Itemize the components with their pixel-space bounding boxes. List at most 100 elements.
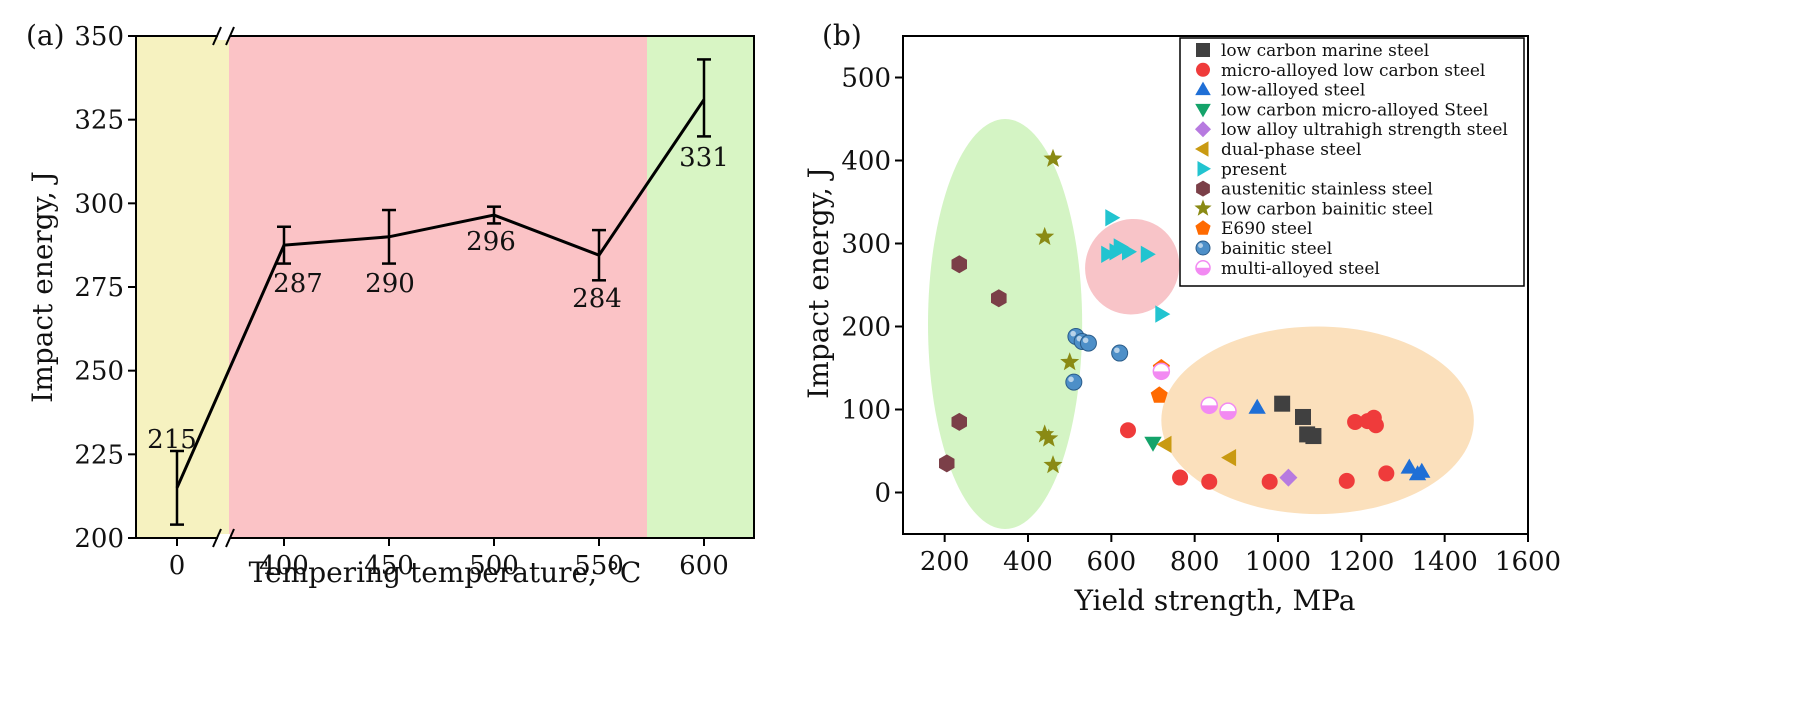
data-label: 287: [273, 269, 323, 299]
data-point: [1035, 424, 1055, 443]
data-point: [1378, 465, 1395, 482]
x-tick-label: 1400: [1412, 547, 1478, 577]
data-point: [1274, 395, 1291, 412]
ball-highlight: [1070, 330, 1076, 337]
x-axis-title: Yield strength, MPa: [1074, 584, 1356, 617]
legend-entry: low carbon marine steel: [1196, 41, 1429, 61]
series-present: [1101, 209, 1171, 323]
data-point: [939, 454, 955, 473]
legend-marker: [1194, 199, 1212, 216]
axis-break-mark: [225, 528, 235, 548]
legend-marker: [1196, 62, 1210, 77]
ball-highlight: [1198, 243, 1204, 248]
legend-entry: austenitic stainless steel: [1196, 180, 1433, 200]
data-point: [1039, 428, 1059, 447]
data-point: [991, 289, 1007, 308]
data-point: [1101, 245, 1117, 263]
legend-label: multi-alloyed steel: [1221, 259, 1380, 279]
data-label: 296: [466, 227, 516, 257]
x-tick-label: 1200: [1328, 547, 1394, 577]
legend-label: dual-phase steel: [1221, 140, 1361, 160]
legend-marker: [1195, 240, 1211, 256]
legend-label: low-alloyed steel: [1221, 81, 1365, 101]
axis-break-gap-top: [218, 32, 230, 40]
legend-marker: [1197, 161, 1211, 177]
axis-break-gap-bottom: [218, 534, 230, 542]
half-circle-fill: [1196, 267, 1210, 275]
legend-label: austenitic stainless steel: [1221, 180, 1433, 200]
ball-highlight: [1068, 376, 1074, 383]
legend-marker: [1195, 81, 1211, 96]
x-tick-label: 800: [1170, 547, 1220, 577]
x-tick-label: 1000: [1245, 547, 1311, 577]
x-tick-label: 200: [920, 547, 970, 577]
data-point: [1150, 386, 1168, 403]
data-point: [1144, 436, 1162, 452]
legend-marker: [1195, 141, 1209, 157]
y-tick-label: 200: [841, 313, 891, 343]
x-tick-label: 400: [259, 551, 309, 581]
data-point: [1338, 472, 1355, 489]
data-point: [1105, 209, 1121, 227]
x-tick-label: 600: [1087, 547, 1137, 577]
data-point: [1279, 468, 1298, 487]
legend-entry: present: [1197, 160, 1287, 180]
series-low-carbon-micro-alloyed-steel: [1144, 436, 1162, 452]
data-label: 284: [572, 284, 622, 314]
data-point: [1248, 398, 1266, 414]
y-tick-label: 325: [74, 106, 124, 136]
data-point: [1122, 243, 1137, 261]
legend-marker: [1196, 43, 1210, 57]
legend-label: low carbon micro-alloyed Steel: [1221, 100, 1488, 120]
data-point: [1305, 428, 1322, 445]
data-point: [1347, 413, 1364, 430]
series-low-alloyed-steel: [1248, 398, 1431, 481]
data-point: [1113, 238, 1129, 256]
data-label: 215: [147, 425, 197, 455]
panel-label-b: (b): [822, 19, 862, 52]
ball-highlight: [1114, 347, 1120, 354]
data-point: [1035, 226, 1055, 245]
data-point: [1219, 402, 1237, 420]
orange-region: [1161, 326, 1474, 515]
data-point: [1043, 148, 1063, 167]
legend-entry: low alloy ultrahigh strength steel: [1195, 120, 1508, 140]
data-label: 331: [679, 143, 729, 173]
legend-label: micro-alloyed low carbon steel: [1221, 61, 1485, 81]
legend-box: [1179, 37, 1525, 287]
legend-entry: bainitic steel: [1195, 239, 1332, 259]
series-dual-phase-steel: [1156, 435, 1237, 467]
y-axis-title: Impact energy, J: [802, 167, 835, 399]
y-tick-label: 200: [74, 524, 124, 554]
series-low-carbon-bainitic-steel: [1035, 148, 1080, 474]
axis-break-mark: [212, 528, 222, 548]
data-point: [1152, 362, 1171, 381]
data-point: [1400, 458, 1418, 474]
data-point: [1120, 422, 1136, 439]
zone-green: [647, 36, 754, 538]
legend-label: low carbon marine steel: [1221, 41, 1429, 61]
y-tick-label: 0: [874, 479, 891, 509]
zone-yellow: [136, 36, 229, 538]
legend-label: E690 steel: [1221, 219, 1312, 239]
x-tick-label: 1600: [1495, 547, 1561, 577]
legend-entry: E690 steel: [1195, 219, 1312, 239]
series-low-carbon-marine-steel: [1274, 395, 1322, 445]
x-axis-title: Tempering temperature, °C: [249, 556, 642, 589]
series-micro-alloyed-low-carbon-steel: [1120, 409, 1395, 490]
series-bainitic-steel: [1065, 327, 1129, 391]
ball-body: [1065, 373, 1083, 391]
y-tick-label: 300: [841, 230, 891, 260]
legend-label: present: [1221, 160, 1287, 180]
data-point: [1111, 344, 1129, 362]
red-region: [1085, 219, 1180, 315]
legend-label: low carbon bainitic steel: [1221, 199, 1433, 219]
half-circle-fill: [1153, 371, 1170, 380]
data-point: [1413, 462, 1431, 478]
panel-label-a: (a): [26, 19, 65, 52]
y-tick-label: 250: [74, 357, 124, 387]
x-tick-label: 600: [679, 551, 729, 581]
data-point: [951, 412, 967, 431]
